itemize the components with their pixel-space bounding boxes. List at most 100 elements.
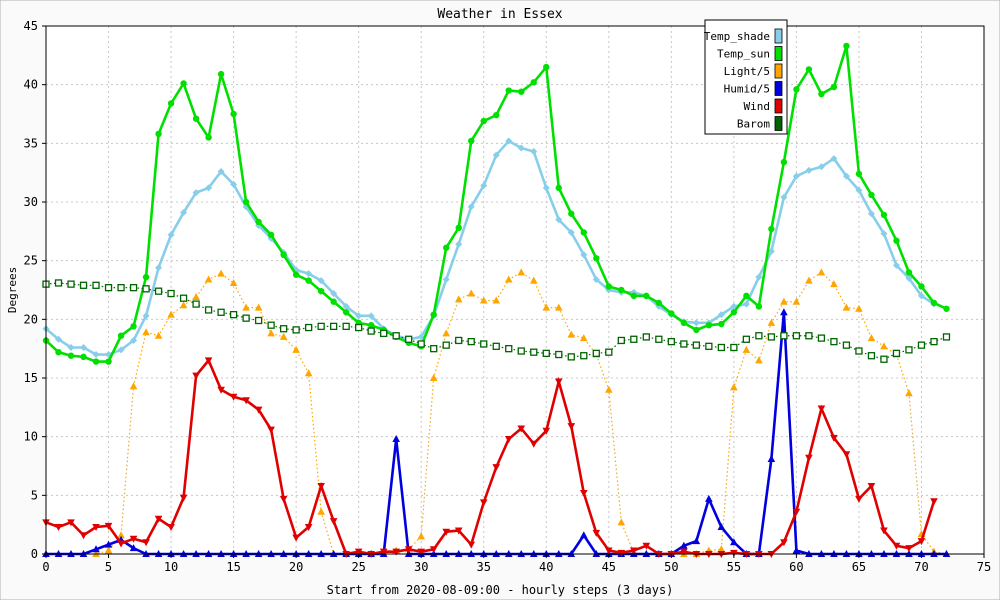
data-point-barom bbox=[917, 341, 926, 349]
data-point-temp-shade bbox=[580, 251, 588, 259]
legend-label-temp-shade: Temp_shade bbox=[704, 30, 770, 43]
data-point-wind bbox=[567, 423, 576, 431]
data-point-temp-sun bbox=[780, 158, 788, 166]
data-point-temp-shade bbox=[442, 275, 450, 283]
data-point-temp-sun bbox=[805, 66, 813, 73]
data-point-wind bbox=[605, 547, 613, 555]
data-point-humid-5 bbox=[767, 454, 776, 462]
data-point-temp-sun bbox=[117, 332, 125, 339]
data-point-wind bbox=[842, 451, 851, 459]
data-point-barom bbox=[617, 336, 625, 345]
data-point-temp-sun bbox=[568, 210, 575, 217]
data-point-temp-sun bbox=[693, 326, 700, 334]
data-point-temp-shade bbox=[917, 292, 925, 300]
data-point-temp-sun bbox=[730, 309, 738, 316]
data-point-temp-sun bbox=[80, 353, 87, 361]
data-point-wind bbox=[142, 539, 150, 547]
data-point-wind bbox=[517, 425, 526, 433]
data-point-barom bbox=[692, 341, 700, 349]
data-point-light-5 bbox=[867, 334, 876, 342]
data-point-temp-shade bbox=[692, 319, 700, 327]
legend-swatch-humid-5 bbox=[774, 81, 783, 96]
data-point-wind bbox=[867, 482, 876, 490]
data-point-temp-shade bbox=[92, 351, 100, 359]
data-point-temp-shade bbox=[342, 302, 350, 310]
data-point-temp-sun bbox=[217, 70, 225, 78]
data-point-barom bbox=[842, 341, 851, 349]
data-point-barom bbox=[279, 325, 288, 333]
data-point-temp-sun bbox=[205, 134, 212, 141]
data-point-light-5 bbox=[279, 332, 288, 340]
data-point-wind bbox=[730, 549, 738, 557]
data-point-light-5 bbox=[542, 303, 551, 311]
data-point-light-5 bbox=[442, 329, 451, 337]
data-point-light-5 bbox=[217, 269, 225, 277]
data-point-barom bbox=[855, 347, 863, 355]
data-point-barom bbox=[217, 308, 225, 316]
data-point-barom bbox=[542, 349, 550, 358]
data-point-wind bbox=[830, 434, 838, 442]
data-point-barom bbox=[592, 349, 600, 358]
legend-swatch-wind bbox=[774, 98, 783, 114]
series-layer bbox=[42, 42, 951, 558]
x-tick-label: 15 bbox=[226, 560, 240, 574]
data-point-temp-sun bbox=[505, 87, 512, 94]
data-point-wind bbox=[780, 539, 788, 547]
data-point-temp-shade bbox=[542, 184, 550, 192]
data-point-barom bbox=[742, 335, 751, 343]
data-point-barom bbox=[555, 350, 563, 359]
data-point-light-5 bbox=[204, 275, 213, 283]
data-point-light-5 bbox=[529, 276, 538, 284]
data-point-temp-sun bbox=[518, 88, 525, 95]
x-tick-label: 20 bbox=[289, 560, 303, 574]
data-point-light-5 bbox=[805, 276, 813, 284]
data-point-temp-shade bbox=[905, 274, 913, 282]
legend-swatch-barom bbox=[774, 116, 783, 131]
data-point-temp-sun bbox=[743, 292, 750, 300]
data-point-temp-shade bbox=[555, 216, 563, 224]
data-point-wind bbox=[117, 540, 125, 548]
data-point-temp-shade bbox=[592, 275, 600, 283]
data-point-temp-shade bbox=[117, 346, 125, 354]
data-point-temp-sun bbox=[793, 86, 800, 93]
data-point-temp-shade bbox=[880, 230, 888, 238]
data-point-temp-sun bbox=[292, 271, 300, 278]
x-tick-label: 65 bbox=[852, 560, 866, 574]
data-point-temp-shade bbox=[805, 166, 813, 174]
data-point-temp-sun bbox=[468, 137, 475, 145]
data-point-temp-sun bbox=[943, 305, 950, 312]
data-point-temp-sun bbox=[305, 277, 312, 284]
data-point-barom bbox=[430, 345, 438, 353]
data-point-temp-shade bbox=[817, 163, 825, 171]
data-point-light-5 bbox=[905, 389, 913, 397]
data-point-temp-sun bbox=[668, 310, 675, 317]
data-point-barom bbox=[417, 340, 425, 348]
data-point-temp-shade bbox=[167, 231, 175, 239]
data-point-barom bbox=[242, 314, 250, 322]
data-point-wind bbox=[617, 549, 626, 557]
data-point-temp-sun bbox=[455, 224, 462, 232]
data-point-humid-5 bbox=[705, 494, 713, 502]
data-point-temp-sun bbox=[530, 79, 537, 86]
data-point-temp-shade bbox=[505, 137, 513, 145]
data-point-barom bbox=[717, 343, 726, 352]
data-point-light-5 bbox=[229, 278, 238, 286]
data-point-barom bbox=[805, 332, 813, 340]
data-point-light-5 bbox=[880, 342, 888, 350]
data-point-barom bbox=[455, 336, 463, 345]
x-axis-label: Start from 2020-08-09:00 - hourly steps … bbox=[327, 583, 674, 597]
data-point-wind bbox=[792, 508, 801, 516]
data-point-light-5 bbox=[842, 303, 851, 311]
data-point-wind bbox=[329, 518, 338, 526]
y-tick-label: 35 bbox=[24, 136, 38, 150]
y-tick-label: 40 bbox=[24, 78, 38, 92]
data-point-wind bbox=[630, 547, 638, 555]
data-point-temp-sun bbox=[130, 323, 137, 330]
data-point-temp-shade bbox=[67, 343, 75, 351]
data-point-temp-shade bbox=[330, 290, 338, 298]
data-point-barom bbox=[267, 321, 275, 329]
data-point-temp-sun bbox=[818, 90, 825, 98]
data-point-wind bbox=[930, 498, 938, 506]
data-point-barom bbox=[367, 327, 375, 335]
data-point-barom bbox=[892, 349, 901, 358]
